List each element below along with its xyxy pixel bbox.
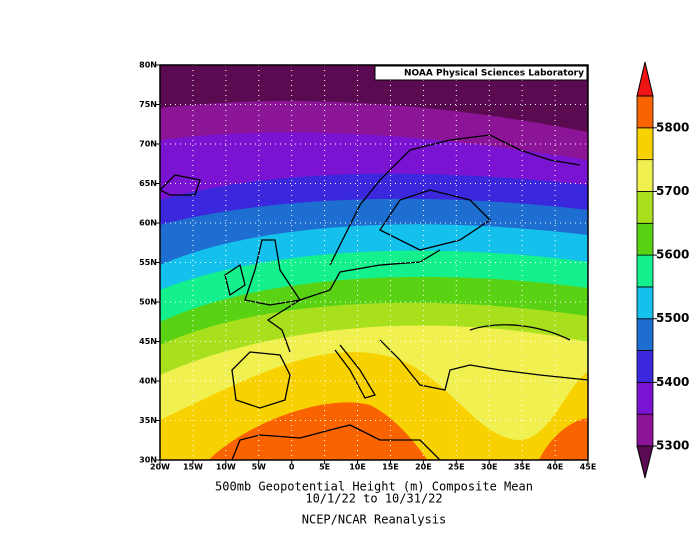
colorbar-box bbox=[636, 350, 654, 383]
colorbar-box bbox=[636, 318, 654, 351]
x-tick-label: 15W bbox=[183, 463, 203, 472]
band bbox=[208, 402, 588, 460]
y-tick-label: 30N bbox=[139, 456, 157, 465]
map-frame bbox=[159, 64, 589, 461]
colorbar-box bbox=[636, 191, 654, 224]
y-tick-label: 35N bbox=[139, 416, 157, 425]
x-tick-label: 10E bbox=[349, 463, 366, 472]
y-tick-label: 50N bbox=[139, 298, 157, 307]
colorbar-box bbox=[636, 127, 654, 161]
y-tick-label: 75N bbox=[139, 100, 157, 109]
y-tick-label: 40N bbox=[139, 377, 157, 386]
y-tick-label: 70N bbox=[139, 140, 157, 149]
colorbar-box bbox=[636, 159, 654, 192]
x-tick-label: 25E bbox=[448, 463, 465, 472]
x-tick-label: 5E bbox=[319, 463, 330, 472]
colorbar-label: 5700 bbox=[656, 184, 689, 198]
colorbar-tip bbox=[636, 61, 654, 97]
colorbar-label: 5600 bbox=[656, 248, 689, 262]
x-tick-label: 45E bbox=[580, 463, 597, 472]
colorbar-box bbox=[636, 222, 654, 256]
x-tick-label: 40E bbox=[547, 463, 564, 472]
x-tick-label: 35E bbox=[514, 463, 531, 472]
colorbar-label: 5400 bbox=[656, 375, 689, 389]
x-tick-label: 10W bbox=[216, 463, 236, 472]
y-tick-label: 80N bbox=[139, 61, 157, 70]
y-tick-label: 60N bbox=[139, 219, 157, 228]
x-tick-label: 5W bbox=[252, 463, 267, 472]
map-field bbox=[160, 65, 588, 460]
colorbar-label: 5300 bbox=[656, 439, 689, 453]
x-tick-label: 20E bbox=[415, 463, 432, 472]
colorbar-box bbox=[636, 95, 654, 129]
colorbar-box bbox=[636, 286, 654, 320]
credit-box bbox=[374, 65, 588, 81]
y-tick-label: 55N bbox=[139, 258, 157, 267]
date-range: 10/1/22 to 10/31/22 bbox=[305, 492, 442, 506]
colorbar-label: 5500 bbox=[656, 311, 689, 325]
coastline bbox=[160, 134, 588, 460]
x-tick-label: 0 bbox=[289, 463, 295, 472]
x-tick-label: 20W bbox=[150, 463, 170, 472]
map-title: 500mb Geopotential Height (m) Composite … bbox=[215, 480, 533, 494]
y-tick-label: 65N bbox=[139, 179, 157, 188]
credit: NOAA Physical Sciences Laboratory bbox=[404, 69, 584, 79]
colorbar-box bbox=[636, 413, 654, 447]
colorbar-box bbox=[636, 254, 654, 288]
x-tick-label: 15E bbox=[382, 463, 399, 472]
colorbar-tip bbox=[636, 445, 654, 479]
y-tick-label: 45N bbox=[139, 337, 157, 346]
colorbar-label: 5800 bbox=[656, 120, 689, 134]
colorbar: 5300 5400 5500 5600 5700 5800 bbox=[636, 61, 689, 479]
grid bbox=[156, 64, 589, 464]
source: NCEP/NCAR Reanalysis bbox=[302, 513, 447, 527]
x-tick-label: 30E bbox=[481, 463, 498, 472]
colorbar-box bbox=[636, 381, 654, 415]
